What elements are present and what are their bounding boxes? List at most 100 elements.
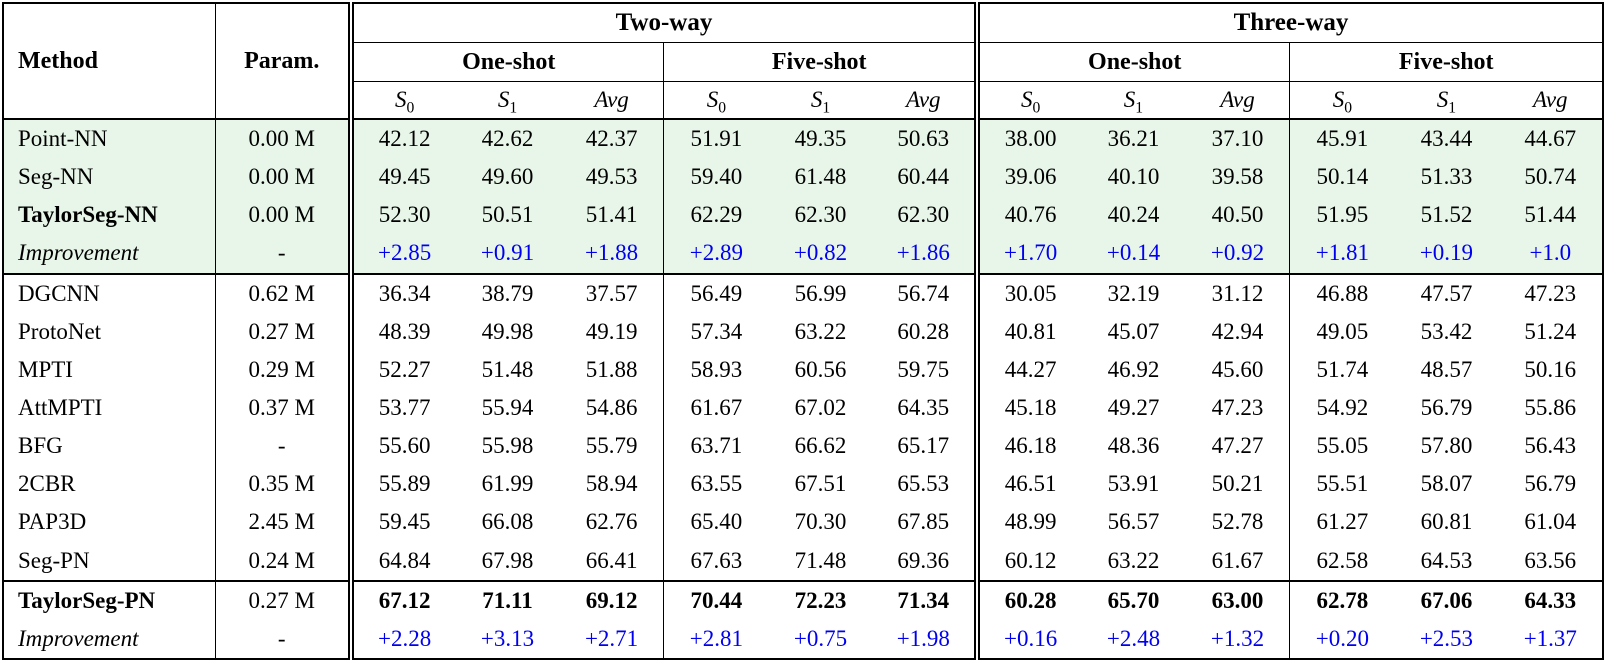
score-cell: 52.78 xyxy=(1211,509,1264,535)
score-cell: 71.48 xyxy=(794,547,847,573)
score-cell: 63.56 xyxy=(1524,547,1577,573)
method-cell: Point-NN xyxy=(3,119,215,159)
param-cell: - xyxy=(214,427,351,466)
score-cell: 55.86 xyxy=(1524,395,1577,421)
score-cell: 51.91 xyxy=(663,119,769,159)
score-cell: 42.37 xyxy=(559,119,664,159)
score-cell: 56.79 xyxy=(1420,395,1473,421)
param-cell: 0.27 M xyxy=(214,580,351,620)
score-cell: +0.75 xyxy=(793,625,848,651)
table-row: Seg-NN 0.00 M 49.45 49.60 49.53 59.40 61.48 60.… xyxy=(3,158,1603,197)
method-cell: MPTI xyxy=(18,356,73,382)
score-cell: 40.10 xyxy=(1081,158,1186,197)
score-cell: 54.92 xyxy=(1289,388,1395,428)
score-cell: 57.80 xyxy=(1420,433,1473,459)
score-cell: 60.12 xyxy=(973,541,1082,581)
score-cell: 62.30 xyxy=(872,196,977,235)
score-cell: 31.12 xyxy=(1211,280,1264,306)
score-cell: 60.56 xyxy=(794,356,847,382)
score-cell: 64.35 xyxy=(897,395,950,421)
score-cell: 70.30 xyxy=(794,509,847,535)
param-cell: 0.00 M xyxy=(214,196,351,235)
score-cell: +2.81 xyxy=(663,619,769,659)
score-cell: 44.67 xyxy=(1498,119,1603,159)
score-cell: 48.39 xyxy=(347,312,456,351)
score-cell: 67.63 xyxy=(663,541,769,581)
score-cell: 50.21 xyxy=(1211,471,1264,497)
score-cell: +1.0 xyxy=(1498,234,1603,274)
score-cell: 30.05 xyxy=(973,273,1082,313)
group-header-row: Method Param. Two-way Three-way xyxy=(3,3,1603,119)
table-row: 2CBR 0.35 M 55.89 61.99 58.94 63.55 67.51 65.53… xyxy=(3,465,1603,504)
score-cell: +0.82 xyxy=(768,234,873,274)
score-cell: 55.51 xyxy=(1289,465,1395,504)
score-cell: 48.57 xyxy=(1420,356,1473,382)
shot-header-row: One-shot Five-shot One-shot Five-shot xyxy=(3,42,1603,82)
score-cell: 55.05 xyxy=(1289,427,1395,466)
score-cell: 66.41 xyxy=(585,547,638,573)
score-cell: 40.76 xyxy=(973,196,1082,235)
score-cell: 36.34 xyxy=(347,273,456,313)
score-cell: 49.27 xyxy=(1107,395,1160,421)
score-cell: 51.74 xyxy=(1289,350,1395,389)
table-row: ProtoNet 0.27 M 48.39 49.98 49.19 57.34 63.22 6… xyxy=(3,312,1603,351)
score-cell: 42.94 xyxy=(1211,318,1264,344)
score-cell: 38.79 xyxy=(481,280,534,306)
score-cell: 55.79 xyxy=(585,433,638,459)
score-cell: +1.37 xyxy=(1523,625,1577,651)
score-cell: 39.06 xyxy=(973,158,1082,197)
table-row: MPTI 0.29 M 52.27 51.48 51.88 58.93 60.56 59.75… xyxy=(3,350,1603,389)
table-row: Improvement - +2.28 +3.13 +2.71 +2.81 +0.75 +1.… xyxy=(3,619,1603,659)
score-cell: 61.04 xyxy=(1524,509,1577,535)
score-cell: 48.99 xyxy=(973,503,1082,542)
score-cell: 39.58 xyxy=(1185,158,1290,197)
score-cell: 37.10 xyxy=(1185,119,1290,159)
metric-header-s1: S1 xyxy=(1123,87,1144,117)
score-cell: 44.27 xyxy=(973,350,1082,389)
table-row: Seg-PN 0.24 M 64.84 67.98 66.41 67.63 71.48 69.… xyxy=(3,541,1603,581)
score-cell: 61.48 xyxy=(768,158,873,197)
group-header-three-way: Three-way xyxy=(973,3,1603,43)
score-cell: 60.44 xyxy=(872,158,977,197)
score-cell: 46.92 xyxy=(1107,356,1160,382)
score-cell: 52.27 xyxy=(347,350,456,389)
score-cell: 63.22 xyxy=(1107,547,1160,573)
table-row: Improvement - +2.85 +0.91 +1.88 +2.89 +0.82 +1.… xyxy=(3,234,1603,274)
score-cell: 62.29 xyxy=(663,196,769,235)
score-cell: 63.71 xyxy=(663,427,769,466)
method-cell: 2CBR xyxy=(18,471,76,497)
score-cell: 46.51 xyxy=(973,465,1082,504)
method-cell: Improvement xyxy=(18,625,139,651)
score-cell: 52.30 xyxy=(347,196,456,235)
score-cell: 61.67 xyxy=(1211,547,1264,573)
score-cell: 62.30 xyxy=(768,196,873,235)
score-cell: 67.51 xyxy=(794,471,847,497)
score-cell: 38.00 xyxy=(973,119,1082,159)
metric-header-s0: S0 xyxy=(347,81,456,119)
score-cell: 54.86 xyxy=(585,395,638,421)
param-cell: - xyxy=(214,234,351,274)
score-cell: 42.12 xyxy=(347,119,456,159)
score-cell: 63.22 xyxy=(794,318,847,344)
score-cell: 72.23 xyxy=(794,587,847,613)
score-cell: 47.57 xyxy=(1420,280,1473,306)
score-cell: +2.48 xyxy=(1106,625,1161,651)
metric-header-s0: S0 xyxy=(663,81,769,119)
score-cell: +2.28 xyxy=(347,619,456,659)
score-cell: 51.52 xyxy=(1394,196,1499,235)
score-cell: 49.05 xyxy=(1289,312,1395,351)
score-cell: 37.57 xyxy=(585,280,638,306)
score-cell: 67.02 xyxy=(794,395,847,421)
score-cell: +2.53 xyxy=(1419,625,1474,651)
metric-header-avg: Avg xyxy=(906,87,941,112)
param-cell: 0.27 M xyxy=(214,312,351,351)
score-cell: 56.74 xyxy=(897,280,950,306)
score-cell: +0.14 xyxy=(1081,234,1186,274)
score-cell: 58.07 xyxy=(1420,471,1473,497)
table-row: DGCNN 0.62 M 36.34 38.79 37.57 56.49 56.99 56.7… xyxy=(3,273,1603,313)
metric-header-avg: Avg xyxy=(1533,87,1568,112)
score-cell: 63.55 xyxy=(663,465,769,504)
param-header: Param. xyxy=(214,3,351,119)
score-cell: 58.93 xyxy=(663,350,769,389)
method-cell: TaylorSeg-NN xyxy=(3,196,215,235)
